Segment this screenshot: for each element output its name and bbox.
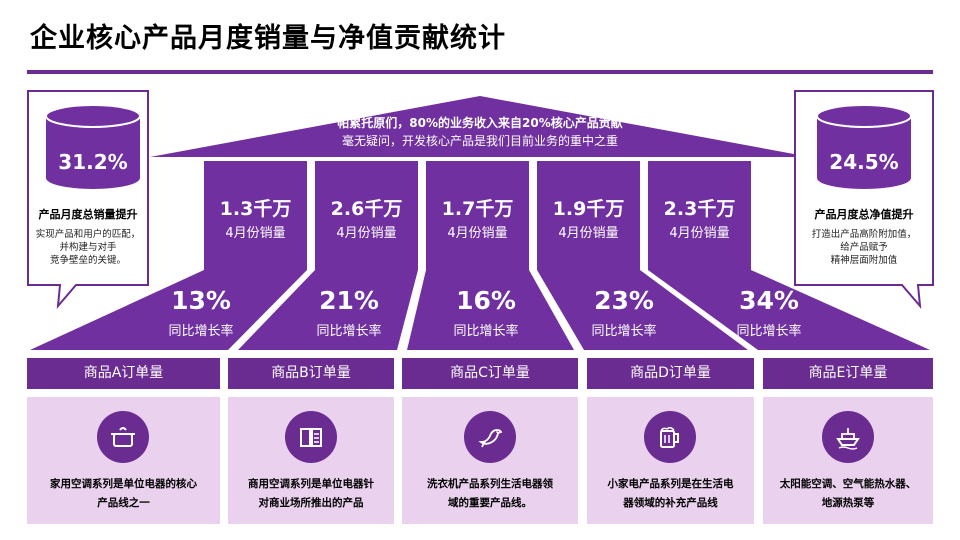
pillar-3-value: 1.7千万 [441, 198, 514, 220]
product-a-card: 家用空调系列是单位电器的核心 产品线之一 [27, 397, 220, 524]
base-segment-2 [238, 270, 418, 350]
pillar-5-label: 4月份销量 [669, 226, 730, 241]
pillar-1-label: 4月份销量 [225, 226, 286, 241]
base-segment-4 [537, 270, 748, 350]
growth-2-value: 21% [319, 286, 379, 315]
pillar-5-value: 2.3千万 [663, 198, 736, 220]
open-book-icon [285, 411, 337, 463]
pillar-3 [426, 161, 529, 270]
pillar-4 [537, 161, 640, 270]
pillar-4-value: 1.9千万 [552, 198, 625, 220]
growth-3-value: 16% [456, 286, 516, 315]
roof-shape [150, 96, 810, 157]
pillar-5 [648, 161, 751, 270]
product-a-desc: 家用空调系列是单位电器的核心 产品线之一 [50, 478, 197, 509]
right-box-value: 24.5% [829, 150, 899, 174]
pillar-3-label: 4月份销量 [447, 226, 508, 241]
title-underline [27, 70, 933, 74]
pillar-1 [204, 161, 307, 270]
right-box-desc: 打造出产品高阶附加值， 给产品赋予 精神层面附加值 [811, 229, 917, 266]
pillar-2-value: 2.6千万 [330, 198, 403, 220]
product-e-card: 太阳能空调、空气能热水器、 地源热泵等 [763, 397, 933, 524]
left-box-value: 31.2% [58, 150, 128, 174]
bird-icon [464, 411, 516, 463]
left-box-title: 产品月度总销量提升 [38, 208, 138, 221]
product-b-desc: 商用空调系列是单位电器针 对商业场所推出的产品 [248, 478, 374, 509]
product-c-header: 商品C订单量 [402, 358, 578, 389]
growth-4-value: 23% [594, 286, 654, 315]
pillar-1-value: 1.3千万 [219, 198, 292, 220]
growth-1-label: 同比增长率 [168, 324, 234, 339]
boat-icon [822, 411, 874, 463]
product-e-header: 商品E订单量 [763, 358, 933, 389]
growth-5-label: 同比增长率 [736, 324, 802, 339]
product-d-card: 小家电产品系列是在生活电 器领域的补充产品线 [587, 397, 754, 524]
base-segment-1 [30, 270, 307, 350]
product-b-header: 商品B订单量 [228, 358, 394, 389]
product-c-card: 洗衣机产品系列生活电器领 域的重要产品线。 [402, 397, 578, 524]
product-b-card: 商用空调系列是单位电器针 对商业场所推出的产品 [228, 397, 394, 524]
product-d-desc: 小家电产品系列是在生活电 器领域的补充产品线 [607, 478, 734, 509]
product-d-header: 商品D订单量 [587, 358, 754, 389]
pillar-2-label: 4月份销量 [336, 226, 397, 241]
right-box-title: 产品月度总净值提升 [814, 208, 914, 221]
growth-5-value: 34% [739, 286, 799, 315]
pillar-4-label: 4月份销量 [558, 226, 619, 241]
growth-4-label: 同比增长率 [591, 324, 657, 339]
product-a-header: 商品A订单量 [27, 358, 220, 389]
left-box-desc: 实现产品和用户的匹配， 并构建与对手 竞争壁垒的关键。 [35, 229, 141, 266]
roof-headline: 帕累托原们，80%的业务收入来自20%核心产品贡献 [337, 116, 623, 130]
roof-subline: 毫无疑问，开发核心产品是我们目前业务的重中之重 [341, 134, 618, 148]
growth-1-value: 13% [171, 286, 231, 315]
product-e-desc: 太阳能空调、空气能热水器、 地源热泵等 [779, 478, 917, 509]
product-c-desc: 洗衣机产品系列生活电器领 域的重要产品线。 [427, 478, 553, 509]
base-segment-3 [407, 270, 574, 350]
base-segment-5 [648, 270, 930, 350]
growth-2-label: 同比增长率 [316, 324, 382, 339]
page-title: 企业核心产品月度销量与净值贡献统计 [30, 23, 506, 54]
pillar-2 [315, 161, 418, 270]
beer-mug-icon [644, 411, 696, 463]
growth-3-label: 同比增长率 [453, 324, 519, 339]
cooking-pot-icon [97, 411, 149, 463]
